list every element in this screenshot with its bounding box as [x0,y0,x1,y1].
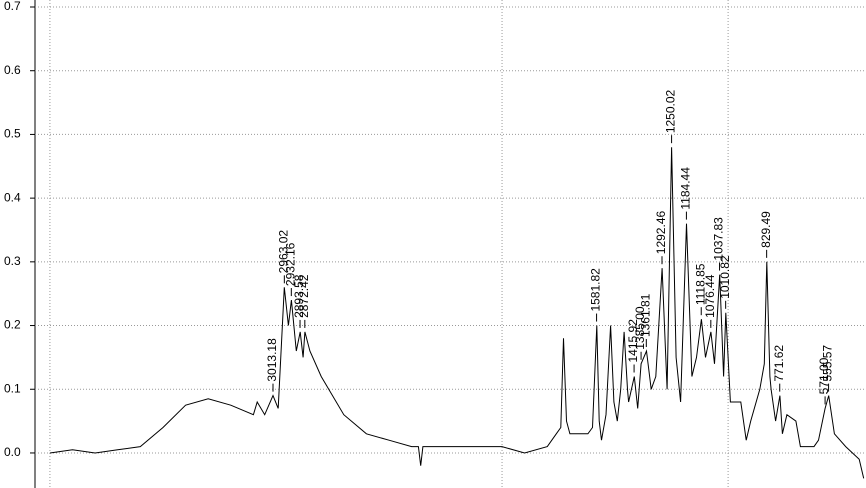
peak-label: 829.49 [759,211,773,248]
y-tick-label: 0.7 [4,0,21,13]
peak-label: 1292.46 [654,211,668,255]
peak-label: 1184.44 [679,167,693,210]
peak-label: 2893.58 [292,274,306,318]
peak-label: 2932.16 [283,242,297,286]
peak-label: 771.62 [772,345,786,382]
y-tick-label: 0.4 [4,190,21,204]
y-tick-label: 0.2 [4,318,21,332]
peak-label: 1361.81 [638,293,652,337]
peak-label: 1385.00 [633,306,647,350]
peak-label: 1118.85 [693,263,707,305]
peak-label: 571.00 [817,357,831,394]
peak-label: 1010.82 [718,255,732,299]
y-tick-label: 0.0 [4,445,21,459]
peak-label: 555.57 [821,345,835,382]
peak-label: 1076.44 [703,274,717,318]
y-tick-label: 0.3 [4,254,21,268]
y-tick-label: 0.6 [4,63,21,77]
spectrum-line [49,147,865,479]
peak-label: 1250.02 [664,89,678,133]
y-tick-label: 0.5 [4,127,21,141]
peak-label: 2963.02 [277,230,291,274]
peak-label: 3013.18 [265,338,279,382]
peak-label: 1415.92 [626,319,640,363]
peak-label: 1037.83 [712,217,726,261]
y-tick-label: 0.1 [4,381,21,395]
peak-label: 1581.82 [589,268,603,312]
peak-label: 2872.42 [297,274,311,318]
